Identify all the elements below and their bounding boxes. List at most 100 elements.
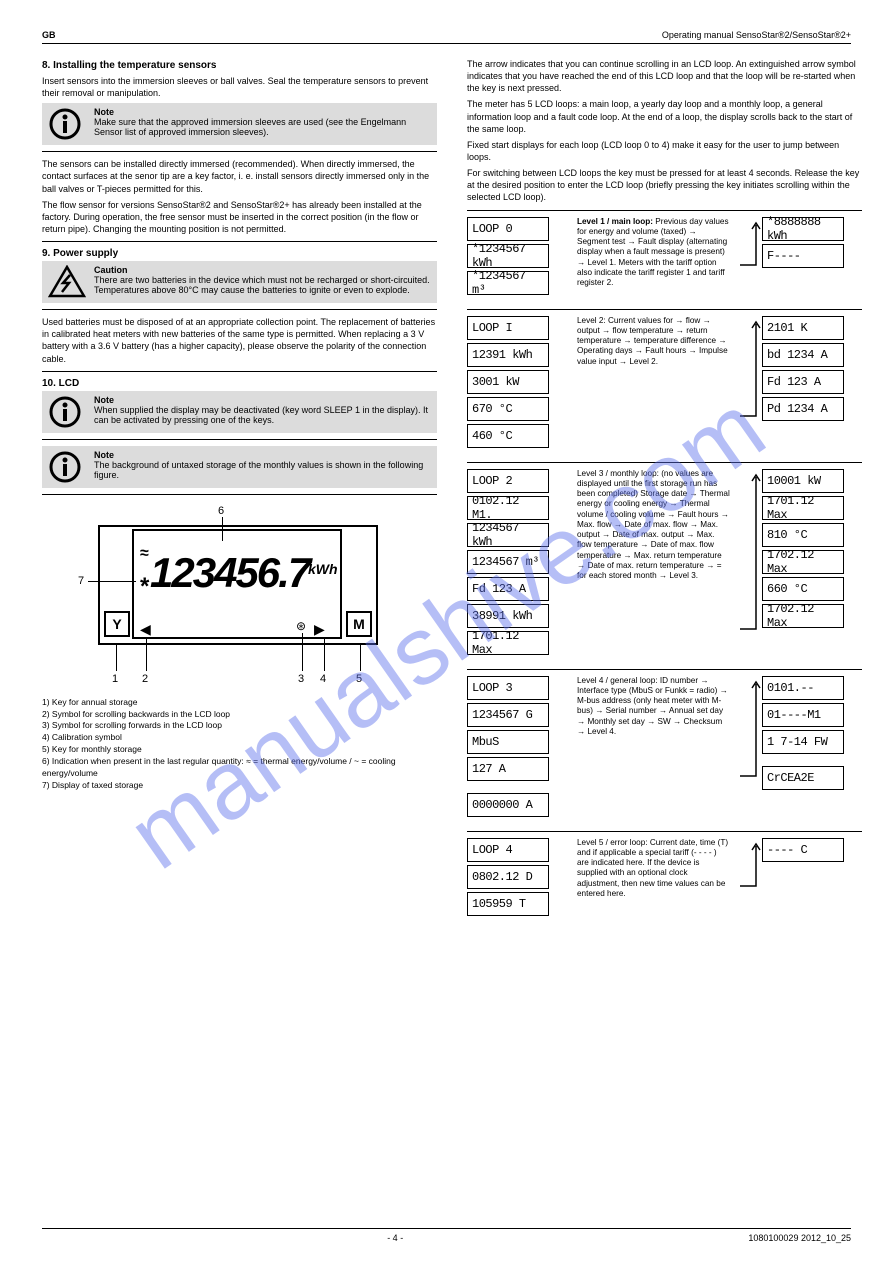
mini-lcd: 10001 kW (762, 469, 844, 493)
month-button[interactable]: M (346, 611, 372, 637)
info1-title: Note (94, 107, 114, 117)
para1: The sensors can be installed directly im… (42, 158, 437, 194)
mini-lcd: *1234567 kWh (467, 244, 549, 268)
mini-lcd: 38991 kWh (467, 604, 549, 628)
legend-item: 3) Symbol for scrolling forwards in the … (42, 720, 437, 732)
doc-id: 1080100029 2012_10_25 (748, 1233, 851, 1243)
divider (467, 210, 862, 211)
section-8-title: 8. Installing the temperature sensors (42, 60, 437, 71)
info3-title: Note (94, 450, 114, 460)
divider (42, 371, 437, 372)
connector (736, 316, 762, 448)
mini-lcd: 660 °C (762, 577, 844, 601)
callout-2: 2 (142, 673, 148, 685)
loop2-header-lcd: LOOP 2 (467, 469, 549, 493)
mini-lcd: F---- (762, 244, 844, 268)
loop0-header-lcd: LOOP 0 (467, 217, 549, 241)
loop-1: LOOP I 12391 kWh 3001 kW 670 °C 460 °C L… (467, 316, 862, 448)
warn-body: There are two batteries in the device wh… (94, 275, 430, 295)
loop-4: LOOP 4 0802.12 D 105959 T Level 5 / erro… (467, 838, 862, 916)
year-button[interactable]: Y (104, 611, 130, 637)
mini-lcd: 01----M1 (762, 703, 844, 727)
loop1-text: Level 2: Current values for → flow → out… (567, 316, 736, 448)
mini-lcd: 0101.-- (762, 676, 844, 700)
info-icon (48, 107, 82, 143)
info2-body: When supplied the display may be deactiv… (94, 405, 428, 425)
mini-lcd: 1701.12 Max (467, 631, 549, 655)
divider (467, 462, 862, 463)
mini-lcd: 105959 T (467, 892, 549, 916)
page-header: GB Operating manual SensoStar®2/SensoSta… (42, 30, 851, 44)
mini-lcd: 670 °C (467, 397, 549, 421)
intro3: Fixed start displays for each loop (LCD … (467, 139, 862, 163)
callout-6: 6 (218, 505, 224, 517)
intro1: The arrow indicates that you can continu… (467, 58, 862, 94)
page-number: - 4 - (387, 1233, 403, 1243)
lcd-legend: 1) Key for annual storage 2) Symbol for … (42, 697, 437, 792)
para2: The flow sensor for versions SensoStar®2… (42, 199, 437, 235)
divider (42, 309, 437, 310)
mini-lcd: 12391 kWh (467, 343, 549, 367)
legend-item: 6) Indication when present in the last r… (42, 756, 437, 780)
callout-1: 1 (112, 673, 118, 685)
legend-item: 7) Display of taxed storage (42, 780, 437, 792)
info-icon (48, 450, 82, 486)
connector (736, 217, 762, 295)
mini-lcd: Fd 123 A (762, 370, 844, 394)
loop-0: LOOP 0 *1234567 kWh *1234567 m³ Level 1 … (467, 217, 862, 295)
loop4-header-lcd: LOOP 4 (467, 838, 549, 862)
mini-lcd: *8888888 kWh (762, 217, 844, 241)
mini-lcd: 1701.12 Max (762, 496, 844, 520)
mini-lcd: 1234567 kWh (467, 523, 549, 547)
connector (736, 838, 762, 916)
divider (467, 309, 862, 310)
lcd-figure: Y M ≈ * ◀ ▶ ⊛ 123456.7 kWh 1 2 3 4 5 6 7 (70, 503, 408, 693)
info1-body: Make sure that the approved immersion sl… (94, 117, 406, 137)
mini-lcd: MbuS (467, 730, 549, 754)
mini-lcd: 127 A (467, 757, 549, 781)
mini-lcd: 0000000 A (467, 793, 549, 817)
mini-lcd: 1702.12 Max (762, 550, 844, 574)
divider (42, 494, 437, 495)
header-left: GB (42, 30, 56, 40)
callout-5: 5 (356, 673, 362, 685)
mini-lcd: 460 °C (467, 424, 549, 448)
info2-title: Note (94, 395, 114, 405)
loop2-text: Level 3 / monthly loop: (no values are d… (567, 469, 736, 655)
page-footer: - 4 - 1080100029 2012_10_25 (42, 1228, 851, 1243)
legend-item: 1) Key for annual storage (42, 697, 437, 709)
warn-title: Caution (94, 265, 128, 275)
loop0-text: Level 1 / main loop: Previous day values… (567, 217, 736, 295)
divider (42, 439, 437, 440)
loop1-header-lcd: LOOP I (467, 316, 549, 340)
mini-lcd: 2101 K (762, 316, 844, 340)
loop4-text: Level 5 / error loop: Current date, time… (567, 838, 736, 916)
callout-3: 3 (298, 673, 304, 685)
loop3-header-lcd: LOOP 3 (467, 676, 549, 700)
mini-lcd: 0102.12 M1. (467, 496, 549, 520)
legend-item: 5) Key for monthly storage (42, 744, 437, 756)
callout-7: 7 (78, 575, 84, 587)
warning-icon (48, 265, 86, 301)
mini-lcd: Pd 1234 A (762, 397, 844, 421)
connector (736, 676, 762, 817)
info3-body: The background of untaxed storage of the… (94, 460, 423, 480)
loop-2: LOOP 2 0102.12 M1. 1234567 kWh 1234567 m… (467, 469, 862, 655)
divider (42, 241, 437, 242)
loop3-text: Level 4 / general loop: ID number → Inte… (567, 676, 736, 817)
mini-lcd: 810 °C (762, 523, 844, 547)
intro2: The meter has 5 LCD loops: a main loop, … (467, 98, 862, 134)
info-icon (48, 395, 82, 431)
divider (467, 669, 862, 670)
mini-lcd: 1 7-14 FW (762, 730, 844, 754)
columns: 8. Installing the temperature sensors In… (42, 54, 851, 1214)
intro4: For switching between LCD loops the key … (467, 167, 862, 203)
section-10-title: 10. LCD (42, 378, 437, 389)
lcd-digits: 123456.7 (150, 549, 309, 597)
mini-lcd: *1234567 m³ (467, 271, 549, 295)
info-box-1: Note Make sure that the approved immersi… (42, 103, 437, 145)
legend-item: 2) Symbol for scrolling backwards in the… (42, 709, 437, 721)
mini-lcd: 3001 kW (467, 370, 549, 394)
right-column: The arrow indicates that you can continu… (467, 54, 862, 1214)
connector (736, 469, 762, 655)
